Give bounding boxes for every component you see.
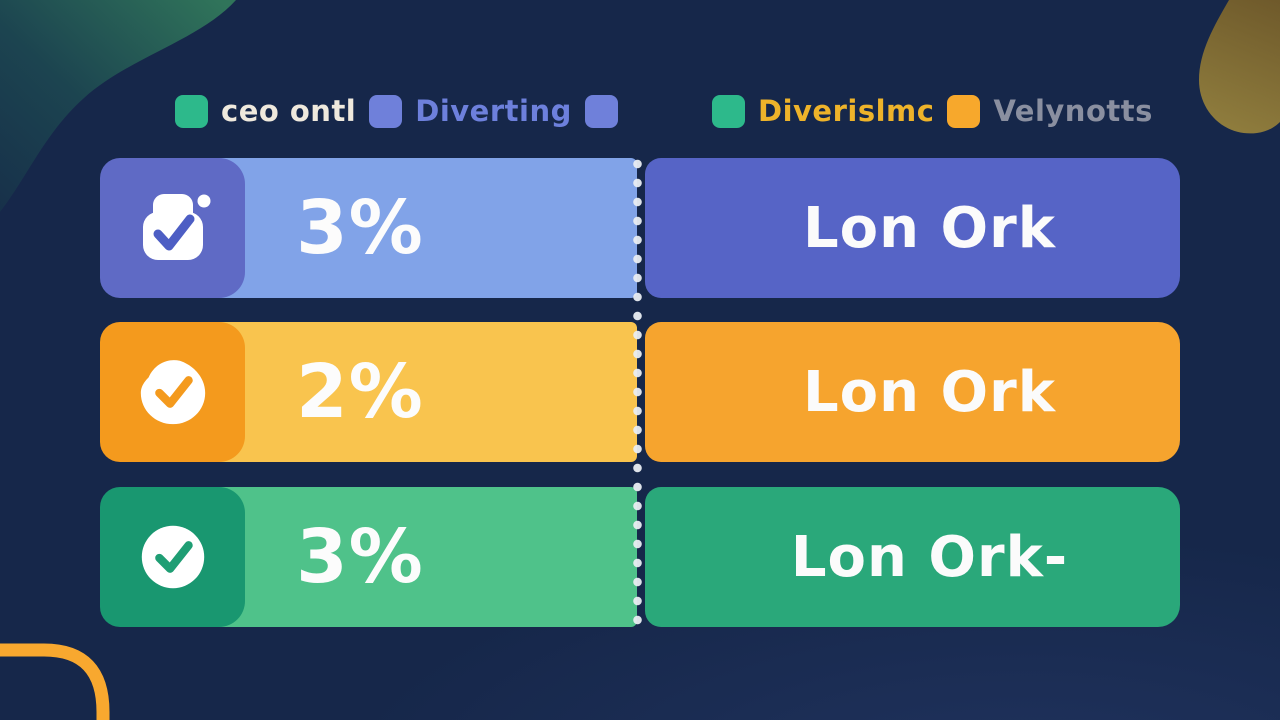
inbox-check-icon (142, 194, 210, 260)
bar-row-blue: 3% Lon Ork (100, 158, 1180, 298)
bar-icon-cell (100, 322, 245, 462)
bar-label: Lon Ork (803, 359, 1056, 425)
legend-swatch-green (712, 94, 745, 128)
legend-item: ceo ontl (175, 94, 356, 128)
bar-value-cell: Lon Ork (645, 158, 1180, 298)
legend-label: Diverislmc (758, 94, 935, 128)
percent-value: 2% (296, 349, 424, 435)
bar-value-cell: Lon Ork (645, 322, 1180, 462)
bar-icon-cell (100, 487, 245, 627)
circle-check-icon (141, 525, 204, 589)
bar-track (212, 322, 637, 462)
legend-left: ceo ontl Diverting (175, 92, 618, 130)
percent-value: 3% (296, 514, 424, 600)
bar-row-green: 3% Lon Ork- (100, 487, 1180, 627)
bar-value-cell: Lon Ork- (645, 487, 1180, 627)
corner-line-bottom-left (0, 643, 110, 720)
legend-item: Velynotts (947, 94, 1152, 128)
legend-label: Velynotts (993, 94, 1153, 128)
corner-blob-top-right (1199, 0, 1280, 134)
legend-swatch-blue (584, 94, 618, 128)
bar-icon-cell (100, 158, 245, 298)
percent-value: 3% (296, 185, 424, 271)
legend-item: Diverislmc (712, 94, 934, 128)
bar-track (212, 487, 637, 627)
legend-right: Diverislmc Velynotts (712, 92, 1153, 130)
bar-track (212, 158, 637, 298)
legend-swatch-orange (947, 94, 981, 128)
legend-swatch-blue (369, 94, 403, 128)
legend-label: ceo ontl (221, 94, 357, 128)
legend-swatch-green (175, 94, 208, 128)
dotted-divider (633, 159, 642, 629)
legend-item (584, 94, 618, 128)
bar-row-orange: 2% Lon Ork (100, 322, 1180, 462)
legend-item: Diverting (369, 94, 572, 128)
bar-label: Lon Ork- (790, 524, 1069, 590)
legend-label: Diverting (415, 94, 572, 128)
bar-label: Lon Ork (803, 195, 1056, 261)
shield-check-icon (140, 360, 205, 425)
